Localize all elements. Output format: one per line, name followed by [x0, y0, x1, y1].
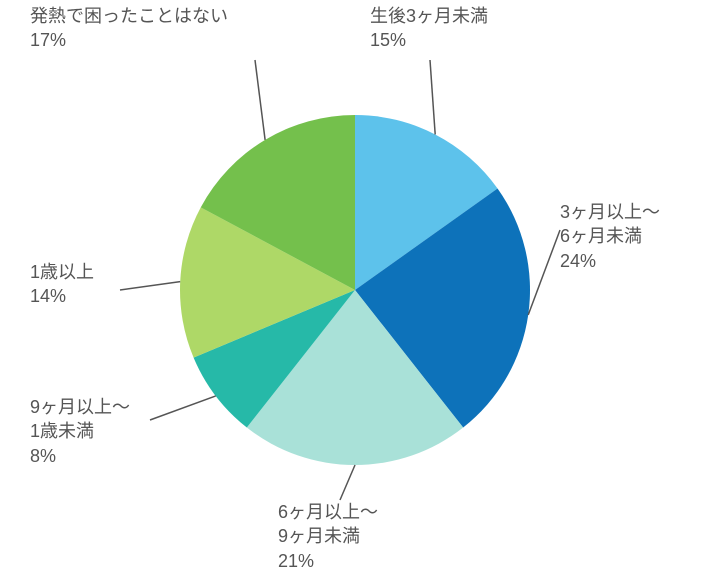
slice-label-2-line2: 9ヶ月未満 [278, 526, 360, 546]
slice-label-0-line2: 15% [370, 30, 406, 50]
slice-label-1: 3ヶ月以上〜 6ヶ月未満 24% [560, 200, 660, 273]
slice-label-0-line1: 生後3ヶ月未満 [370, 6, 488, 26]
slice-label-1-line2: 6ヶ月未満 [560, 226, 642, 246]
slice-label-2: 6ヶ月以上〜 9ヶ月未満 21% [278, 500, 378, 573]
slice-label-3: 9ヶ月以上〜 1歳未満 8% [30, 395, 130, 468]
leader-line-2 [340, 465, 355, 500]
pie-chart [0, 0, 710, 582]
slice-label-3-line2: 1歳未満 [30, 421, 94, 441]
leader-line-1 [528, 230, 560, 315]
slice-label-1-line3: 24% [560, 251, 596, 271]
slice-label-5: 発熱で困ったことはない 17% [30, 4, 228, 53]
leader-line-5 [255, 60, 265, 140]
slice-label-4-line2: 14% [30, 286, 66, 306]
pie-chart-container: 生後3ヶ月未満 15% 3ヶ月以上〜 6ヶ月未満 24% 6ヶ月以上〜 9ヶ月未… [0, 0, 710, 582]
slice-label-0: 生後3ヶ月未満 15% [370, 4, 488, 53]
slice-label-1-line1: 3ヶ月以上〜 [560, 202, 660, 222]
leader-line-0 [430, 60, 435, 134]
leader-line-3 [150, 396, 216, 420]
slice-label-2-line3: 21% [278, 551, 314, 571]
slice-label-4-line1: 1歳以上 [30, 262, 94, 282]
slice-label-2-line1: 6ヶ月以上〜 [278, 502, 378, 522]
slice-label-5-line2: 17% [30, 30, 66, 50]
slice-label-4: 1歳以上 14% [30, 260, 94, 309]
leader-line-4 [120, 282, 180, 290]
slice-label-3-line3: 8% [30, 446, 56, 466]
slice-label-5-line1: 発熱で困ったことはない [30, 6, 228, 26]
slice-label-3-line1: 9ヶ月以上〜 [30, 397, 130, 417]
